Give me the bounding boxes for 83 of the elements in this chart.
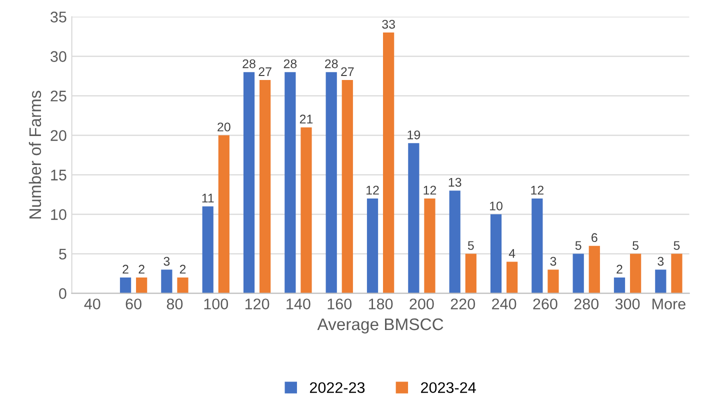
bar (506, 262, 518, 294)
bar (572, 254, 584, 294)
data-label: 19 (408, 130, 420, 140)
bar (342, 80, 353, 294)
bar (120, 278, 132, 294)
x-tick-label: 260 (533, 298, 558, 310)
x-tick-label: 60 (126, 298, 142, 310)
bar (366, 198, 378, 294)
bar (202, 206, 214, 294)
bar (408, 143, 420, 294)
x-tick-label: 100 (204, 298, 228, 310)
bar (326, 72, 337, 294)
y-tick-label: 25 (50, 90, 66, 102)
x-axis-title: Average BMSCC (317, 318, 444, 334)
x-tick-label: 240 (492, 298, 516, 310)
x-tick-label: 120 (245, 298, 270, 310)
x-tick-label: More (652, 298, 686, 310)
data-label: 28 (242, 59, 256, 68)
bar (671, 254, 682, 294)
y-tick-label: 15 (51, 170, 66, 180)
data-label: 4 (508, 249, 516, 258)
data-label: 5 (632, 241, 639, 250)
data-label: 11 (202, 194, 214, 202)
bar (532, 198, 543, 294)
bar (655, 270, 666, 294)
bar (630, 254, 642, 294)
y-tick-label: 30 (50, 51, 66, 62)
bar (136, 278, 148, 294)
data-label: 12 (424, 186, 436, 195)
x-tick-label: 140 (286, 298, 310, 310)
data-label: 5 (468, 241, 474, 250)
bar (260, 80, 271, 294)
legend-label: 2023-24 (421, 382, 476, 394)
data-label: 5 (575, 241, 582, 250)
data-label: 3 (658, 256, 664, 266)
data-label: 28 (325, 59, 338, 68)
data-label: 10 (490, 202, 502, 210)
data-label: 28 (284, 59, 297, 68)
x-tick-label: 300 (615, 298, 640, 310)
data-label: 33 (382, 20, 395, 29)
legend-label: 2022-23 (310, 382, 365, 394)
data-label: 20 (218, 122, 230, 132)
data-label: 2 (138, 264, 144, 274)
bar (614, 278, 626, 294)
y-tick-label: 20 (50, 130, 66, 141)
data-label: 2 (180, 264, 186, 274)
x-tick-label: 200 (410, 298, 434, 310)
x-tick-label: 80 (166, 298, 183, 310)
bar (588, 246, 600, 294)
bar (548, 270, 559, 294)
data-label: 12 (366, 186, 379, 195)
y-tick-label: 35 (50, 12, 66, 22)
x-tick-label: 280 (574, 298, 599, 310)
x-tick-label: 160 (328, 298, 352, 310)
bar (284, 72, 296, 294)
data-label: 2 (122, 264, 128, 274)
y-tick-label: 5 (59, 248, 66, 260)
y-axis-title: Number of Farms (28, 90, 42, 218)
bar (161, 270, 172, 294)
y-tick-label: 10 (51, 209, 66, 220)
bar (490, 214, 502, 294)
data-label: 6 (592, 233, 598, 242)
data-label: 13 (448, 178, 462, 187)
x-tick-label: 220 (450, 298, 476, 310)
data-label: 3 (550, 256, 556, 266)
data-label: 27 (341, 67, 354, 76)
bar (383, 32, 394, 294)
y-tick-label: 0 (59, 288, 66, 299)
bar (424, 198, 436, 294)
x-tick-label: 180 (368, 298, 393, 310)
data-label: 5 (674, 241, 680, 250)
x-tick-label: 40 (84, 298, 100, 310)
data-label: 21 (300, 114, 313, 124)
bar (300, 127, 312, 294)
data-label: 2 (616, 264, 622, 274)
data-label: 27 (258, 67, 272, 76)
data-label: 3 (164, 256, 170, 266)
bar (243, 72, 255, 294)
bar (218, 135, 230, 294)
bar (449, 190, 460, 294)
data-label: 12 (531, 186, 544, 195)
bar (177, 278, 188, 294)
bar (465, 254, 476, 294)
